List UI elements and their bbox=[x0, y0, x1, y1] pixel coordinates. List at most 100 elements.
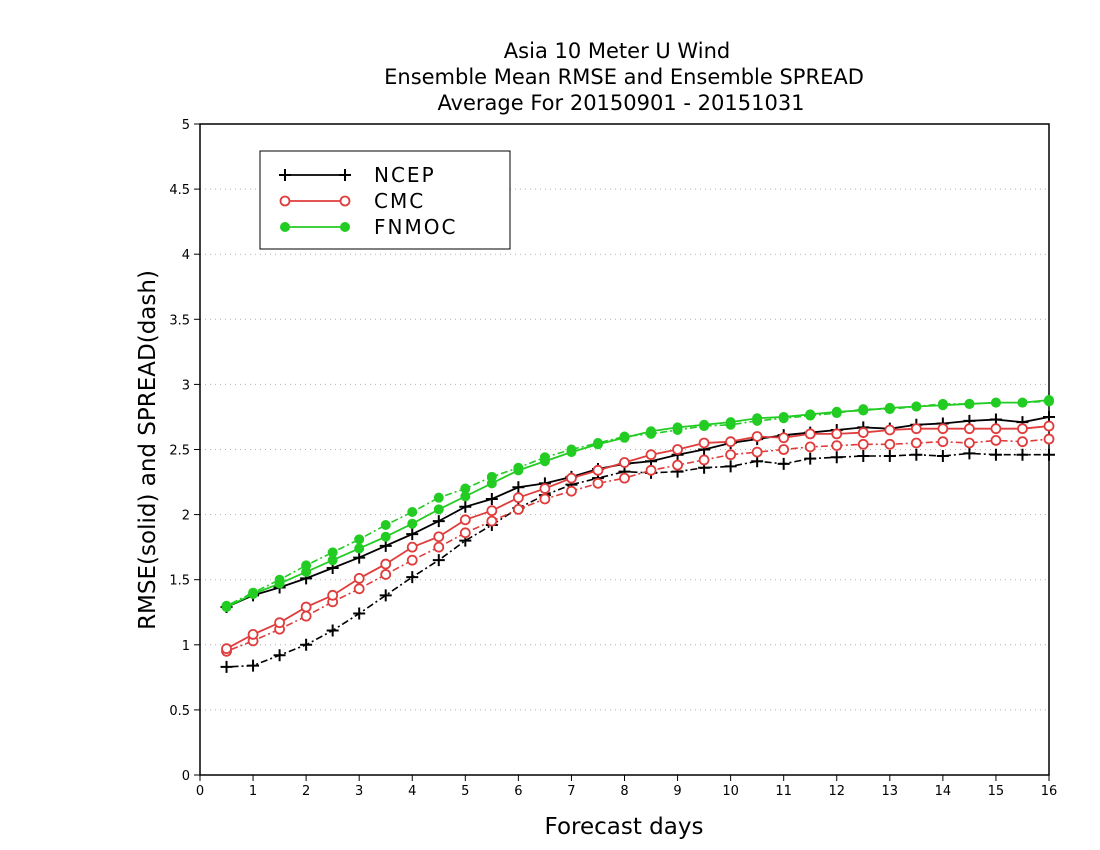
cmc-rmse-point bbox=[221, 643, 232, 655]
cmc-rmse-line bbox=[226, 425, 1050, 650]
legend-marker-ncep bbox=[279, 169, 291, 181]
fnmoc-rmse-point bbox=[513, 465, 524, 476]
cmc-rmse-point bbox=[751, 431, 763, 442]
fnmoc-rmse-point bbox=[592, 439, 603, 450]
fnmoc-rmse-point bbox=[778, 411, 789, 422]
fnmoc-rmse-point bbox=[327, 555, 338, 566]
y-tick-label: 1.5 bbox=[169, 574, 190, 589]
x-tick-label: 6 bbox=[514, 784, 522, 799]
fnmoc-rmse-point bbox=[805, 409, 816, 420]
fnmoc-rmse-point bbox=[884, 402, 895, 413]
fnmoc-rmse-point bbox=[407, 518, 418, 529]
cmc-rmse-point bbox=[804, 428, 816, 440]
fnmoc-spread-point bbox=[433, 492, 444, 503]
fnmoc-rmse-point bbox=[619, 432, 630, 443]
y-tick-label: 3 bbox=[182, 378, 190, 393]
x-axis-label: Forecast days bbox=[545, 814, 704, 840]
cmc-spread-point bbox=[406, 554, 418, 566]
fnmoc-rmse-point bbox=[274, 578, 285, 589]
cmc-rmse-point bbox=[592, 464, 604, 476]
cmc-rmse-point bbox=[645, 449, 657, 461]
cmc-rmse-point bbox=[539, 483, 551, 494]
fnmoc-rmse-point bbox=[1044, 395, 1054, 406]
y-tick-label: 4 bbox=[182, 248, 190, 263]
cmc-spread-point bbox=[698, 454, 710, 466]
fnmoc-rmse-point bbox=[646, 426, 657, 437]
ncep-spread-point bbox=[300, 638, 313, 651]
fnmoc-rmse-point bbox=[301, 566, 312, 577]
fnmoc-rmse-point bbox=[380, 531, 391, 542]
y-axis: 0 0.5 1 1.5 2 2.5 3 3.5 4 4.5 5 bbox=[169, 118, 200, 784]
x-axis: 0 1 2 3 4 5 6 7 8 9 10 11 12 13 14 15 16 bbox=[196, 775, 1057, 799]
ncep-spread-point bbox=[777, 457, 790, 470]
fnmoc-rmse-point bbox=[964, 398, 975, 409]
x-tick-label: 11 bbox=[775, 784, 792, 799]
cmc-rmse-point bbox=[1043, 420, 1055, 432]
cmc-rmse-point bbox=[486, 505, 498, 517]
x-tick-label: 0 bbox=[196, 784, 204, 799]
ncep-spread-point bbox=[910, 448, 923, 461]
ncep-spread-point bbox=[1016, 448, 1029, 461]
ncep-spread-point bbox=[406, 571, 419, 584]
cmc-spread-point bbox=[937, 436, 949, 448]
ncep-spread-point bbox=[353, 607, 366, 620]
cmc-rmse-point bbox=[406, 541, 418, 553]
x-tick-label: 16 bbox=[1041, 784, 1058, 799]
x-tick-label: 10 bbox=[722, 784, 739, 799]
cmc-spread-point bbox=[751, 446, 763, 458]
cmc-rmse-point bbox=[698, 437, 710, 449]
fnmoc-rmse-line bbox=[226, 399, 1050, 608]
y-tick-label: 3.5 bbox=[169, 313, 190, 328]
cmc-spread-point bbox=[300, 610, 312, 622]
y-tick-label: 4.5 bbox=[169, 183, 190, 198]
ncep-spread-point bbox=[247, 659, 260, 672]
cmc-spread-point bbox=[353, 583, 365, 595]
fnmoc-rmse-point bbox=[221, 602, 232, 613]
ncep-rmse-line bbox=[226, 416, 1050, 608]
cmc-spread-point bbox=[884, 438, 896, 450]
cmc-rmse-point bbox=[1017, 423, 1028, 435]
cmc-spread-point bbox=[804, 441, 816, 453]
y-tick-label: 0 bbox=[182, 769, 190, 784]
ncep-rmse-point bbox=[485, 492, 498, 505]
fnmoc-rmse-point bbox=[566, 447, 577, 458]
fnmoc-rmse-point bbox=[1017, 397, 1028, 408]
cmc-rmse-point bbox=[327, 589, 339, 601]
ncep-rmse-point bbox=[353, 551, 366, 564]
ncep-rmse-point bbox=[512, 481, 525, 494]
cmc-spread-point bbox=[566, 485, 577, 497]
cmc-rmse-point bbox=[433, 531, 445, 543]
x-tick-label: 9 bbox=[673, 784, 681, 799]
x-tick-label: 5 bbox=[461, 784, 469, 799]
cmc-spread-line bbox=[226, 438, 1050, 653]
fnmoc-rmse-point bbox=[858, 405, 869, 416]
ncep-spread-point bbox=[724, 460, 737, 473]
fnmoc-spread-point bbox=[354, 534, 365, 545]
ncep-spread-point bbox=[326, 624, 339, 637]
legend-box bbox=[259, 150, 511, 250]
ncep-spread-line bbox=[226, 452, 1049, 668]
legend-marker-fnmoc bbox=[340, 222, 350, 232]
x-tick-label: 7 bbox=[567, 784, 575, 799]
x-tick-label: 8 bbox=[620, 784, 628, 799]
ncep-rmse-point bbox=[432, 515, 445, 528]
x-tick-label: 15 bbox=[988, 784, 1005, 799]
ncep-spread-point bbox=[432, 554, 445, 567]
fnmoc-rmse-point bbox=[990, 397, 1001, 408]
legend-marker-cmc bbox=[339, 195, 351, 207]
ncep-spread-point bbox=[857, 450, 870, 463]
cmc-spread-point bbox=[592, 477, 604, 489]
fnmoc-rmse-point bbox=[725, 417, 736, 428]
series-ncep bbox=[220, 410, 1055, 673]
y-tick-label: 1 bbox=[182, 639, 190, 654]
series-layer bbox=[220, 395, 1055, 673]
cmc-spread-point bbox=[645, 464, 657, 476]
fnmoc-rmse-point bbox=[248, 589, 259, 600]
ncep-spread-point bbox=[220, 660, 233, 673]
x-tick-label: 14 bbox=[935, 784, 952, 799]
cmc-rmse-point bbox=[831, 428, 843, 440]
cmc-spread-point bbox=[672, 459, 683, 471]
ncep-rmse-point bbox=[406, 528, 419, 541]
cmc-spread-point bbox=[433, 541, 445, 553]
